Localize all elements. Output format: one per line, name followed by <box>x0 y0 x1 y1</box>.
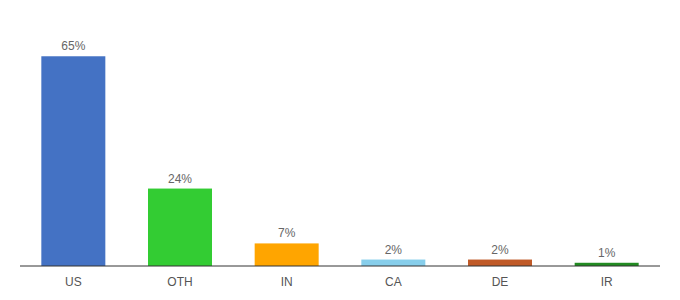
bars <box>41 56 638 266</box>
data-label: 2% <box>491 243 509 257</box>
data-label: 7% <box>278 226 296 240</box>
bar <box>41 56 105 266</box>
plot-area: 65% 24% 7% 2% 2% 1% US OTH IN CA DE IR <box>20 39 660 289</box>
data-label: 2% <box>385 243 403 257</box>
chart: 65% 24% 7% 2% 2% 1% US OTH IN CA DE IR <box>0 0 680 300</box>
x-axis-line <box>20 266 660 267</box>
bar <box>468 260 532 266</box>
x-tick-label: OTH <box>167 275 192 289</box>
x-tick-label: IN <box>281 275 293 289</box>
bar <box>255 243 319 266</box>
bar <box>361 260 425 266</box>
x-tick-label: DE <box>492 275 509 289</box>
x-tick-label: CA <box>385 275 402 289</box>
bar <box>148 189 212 266</box>
chart-container: 65% 24% 7% 2% 2% 1% US OTH IN CA DE IR <box>0 0 680 300</box>
x-tick-label: US <box>65 275 82 289</box>
data-label: 65% <box>61 39 85 53</box>
data-label: 1% <box>598 246 616 260</box>
data-label: 24% <box>168 172 192 186</box>
x-tick-label: IR <box>601 275 613 289</box>
